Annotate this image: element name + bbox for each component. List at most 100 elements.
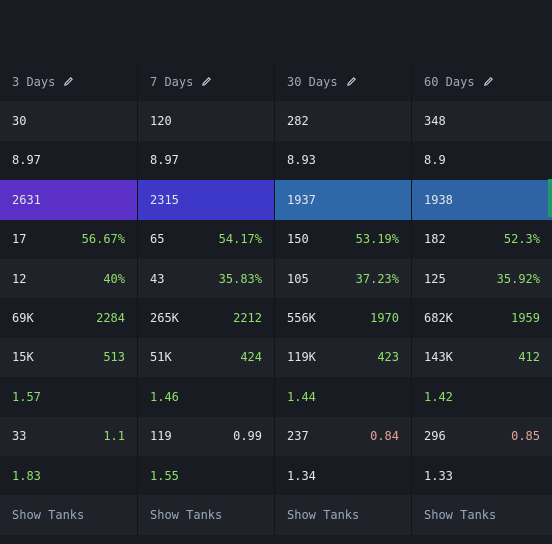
- cell-value: 2631: [12, 192, 41, 207]
- column-header-label: 7 Days: [150, 74, 194, 89]
- cell-value: 1.55: [150, 468, 179, 483]
- cell-value: 682K: [424, 311, 453, 326]
- cell-value: 2315: [150, 192, 179, 207]
- cell-subvalue: 54.17%: [218, 232, 262, 247]
- table-cell: 8.93: [275, 140, 412, 181]
- table-cell: 237 0.84: [275, 416, 412, 456]
- show-tanks-link[interactable]: Show Tanks: [287, 507, 360, 522]
- cell-value: 33: [12, 429, 27, 444]
- cell-subvalue: 424: [240, 350, 262, 365]
- table-cell: 8.9: [412, 140, 552, 181]
- table-cell: Show Tanks: [0, 495, 138, 535]
- table-cell: 265K 2212: [138, 298, 275, 338]
- cell-value: 1938: [424, 192, 453, 207]
- top-band: [0, 0, 552, 62]
- cell-value: 119K: [287, 350, 316, 365]
- cell-value: 265K: [150, 311, 179, 326]
- show-tanks-link[interactable]: Show Tanks: [12, 507, 85, 522]
- cell-value: 30: [12, 114, 27, 129]
- cell-subvalue: 1.1: [103, 429, 125, 444]
- cell-value: 15K: [12, 350, 34, 365]
- cell-subvalue: 52.3%: [503, 232, 540, 247]
- cell-value: 8.93: [287, 153, 316, 168]
- cell-subvalue: 56.67%: [81, 232, 125, 247]
- column-header-30-days[interactable]: 30 Days: [275, 62, 412, 102]
- table-cell: 12 40%: [0, 258, 138, 299]
- cell-value: 120: [150, 114, 172, 129]
- table-cell: 1.44: [275, 377, 412, 417]
- table-cell: 296 0.85: [412, 416, 552, 456]
- table-cell: 105 37.23%: [275, 258, 412, 299]
- table-cell: 43 35.83%: [138, 258, 275, 299]
- cell-subvalue: 2284: [96, 311, 125, 326]
- table-cell: Show Tanks: [275, 495, 412, 535]
- table-cell: 1.42: [412, 377, 552, 417]
- table-cell: 143K 412: [412, 337, 552, 378]
- table-cell: 1.83: [0, 455, 138, 496]
- pencil-icon[interactable]: [483, 76, 494, 87]
- highlight-cell: 2315: [138, 180, 275, 220]
- table-cell: 8.97: [0, 140, 138, 181]
- pencil-icon[interactable]: [63, 76, 74, 87]
- cell-subvalue: 513: [103, 350, 125, 365]
- cell-subvalue: 35.83%: [218, 271, 262, 286]
- pencil-icon[interactable]: [346, 76, 357, 87]
- highlight-cell: 1937: [275, 180, 412, 220]
- cell-value: 1.33: [424, 468, 453, 483]
- table-cell: 556K 1970: [275, 298, 412, 338]
- table-cell: 69K 2284: [0, 298, 138, 338]
- cell-value: 125: [424, 271, 446, 286]
- table-cell: 682K 1959: [412, 298, 552, 338]
- table-cell: 119K 423: [275, 337, 412, 378]
- highlight-cell: 2631: [0, 180, 138, 220]
- cell-subvalue: 37.23%: [355, 271, 399, 286]
- table-cell: Show Tanks: [412, 495, 552, 535]
- table-cell: 30: [0, 101, 138, 141]
- cell-subvalue: 1959: [511, 311, 540, 326]
- cell-subvalue: 0.99: [233, 429, 262, 444]
- cell-value: 282: [287, 114, 309, 129]
- cell-value: 1.57: [12, 389, 41, 404]
- show-tanks-link[interactable]: Show Tanks: [424, 507, 497, 522]
- table-cell: 182 52.3%: [412, 219, 552, 259]
- cell-value: 1.83: [12, 468, 41, 483]
- cell-subvalue: 40%: [103, 271, 125, 286]
- cell-subvalue: 1970: [370, 311, 399, 326]
- table-cell: Show Tanks: [138, 495, 275, 535]
- table-cell: 1.57: [0, 377, 138, 417]
- table-cell: 120: [138, 101, 275, 141]
- cell-value: 69K: [12, 311, 34, 326]
- table-cell: 65 54.17%: [138, 219, 275, 259]
- highlight-cell: 1938: [412, 180, 552, 220]
- table-cell: 8.97: [138, 140, 275, 181]
- cell-value: 348: [424, 114, 446, 129]
- cell-value: 556K: [287, 311, 316, 326]
- cell-value: 182: [424, 232, 446, 247]
- cell-value: 105: [287, 271, 309, 286]
- column-header-60-days[interactable]: 60 Days: [412, 62, 552, 102]
- pencil-icon[interactable]: [201, 76, 212, 87]
- cell-value: 1.44: [287, 389, 316, 404]
- cell-value: 43: [150, 271, 165, 286]
- table-cell: 150 53.19%: [275, 219, 412, 259]
- cell-subvalue: 412: [518, 350, 540, 365]
- cell-value: 51K: [150, 350, 172, 365]
- stats-table: 3 Days 7 Days 30 Days 60 Days 30 120 282…: [0, 62, 552, 535]
- column-header-label: 60 Days: [424, 74, 475, 89]
- cell-value: 17: [12, 232, 27, 247]
- column-header-7-days[interactable]: 7 Days: [138, 62, 275, 102]
- column-header-3-days[interactable]: 3 Days: [0, 62, 138, 102]
- cell-subvalue: 423: [377, 350, 399, 365]
- table-cell: 1.46: [138, 377, 275, 417]
- cell-subvalue: 35.92%: [496, 271, 540, 286]
- table-cell: 348: [412, 101, 552, 141]
- cell-value: 143K: [424, 350, 453, 365]
- cell-value: 1.34: [287, 468, 316, 483]
- column-header-label: 30 Days: [287, 74, 338, 89]
- table-cell: 17 56.67%: [0, 219, 138, 259]
- show-tanks-link[interactable]: Show Tanks: [150, 507, 223, 522]
- cell-value: 8.97: [12, 153, 41, 168]
- cell-value: 12: [12, 271, 27, 286]
- table-cell: 1.34: [275, 455, 412, 496]
- cell-value: 1.42: [424, 389, 453, 404]
